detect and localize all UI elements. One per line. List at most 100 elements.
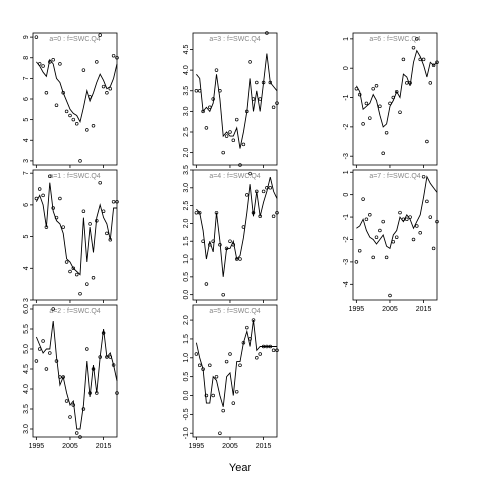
data-point <box>234 389 239 394</box>
y-tick-label: 3.0 <box>183 183 190 193</box>
y-tick-label: 2.5 <box>183 201 190 211</box>
data-point <box>54 215 59 220</box>
fit-line <box>196 176 278 277</box>
data-point <box>261 189 266 194</box>
y-tick-label: 2.5 <box>183 127 190 137</box>
data-point <box>95 218 99 223</box>
data-point <box>115 391 119 395</box>
data-point <box>95 391 99 395</box>
data-point <box>401 57 406 62</box>
panel-6: a=2 : f=SWC.Q4 3.0 3.5 4.0 4.5 5.0 5.5 6.0 1995 2… <box>23 304 119 450</box>
panel-frame <box>32 169 118 301</box>
data-point <box>275 348 279 353</box>
data-point <box>415 37 419 41</box>
data-point <box>361 197 365 201</box>
data-point <box>231 243 236 247</box>
data-point <box>241 142 246 147</box>
data-point <box>374 235 379 239</box>
y-tick-label: -0.5 <box>183 408 190 420</box>
data-point <box>214 68 219 72</box>
data-point <box>98 180 102 185</box>
data-point <box>405 81 409 85</box>
data-point <box>258 352 262 356</box>
panel-4: a=4 : f=SWC.Q4 0.0 0.5 1.0 1.5 2.0 2.5 3.0 3.5 <box>183 165 279 303</box>
fit-line <box>36 58 118 123</box>
y-tick-label: 1.0 <box>183 353 190 363</box>
data-point <box>398 110 402 114</box>
data-point <box>265 344 269 349</box>
data-point <box>251 97 256 101</box>
data-point <box>431 246 436 251</box>
y-tick-label: 4.5 <box>23 364 30 374</box>
data-point <box>421 174 426 179</box>
y-tick-label: 9 <box>23 35 30 39</box>
panel-frame <box>32 32 118 166</box>
data-point <box>255 356 259 360</box>
data-point <box>415 224 419 228</box>
panel-title: a=4 : f=SWC.Q4 <box>209 173 260 180</box>
data-point <box>81 407 86 411</box>
y-tick-label: -1.0 <box>183 427 190 439</box>
panel-0: a=0 : f=SWC.Q4 3 4 5 6 7 8 9 <box>23 32 119 168</box>
panel-frame <box>192 169 278 301</box>
data-point <box>224 246 229 251</box>
data-point <box>34 359 39 363</box>
x-tick-label: 2005 <box>382 306 398 313</box>
y-tick-label: 4 <box>23 266 30 270</box>
data-point <box>194 210 199 215</box>
data-point <box>64 399 69 403</box>
y-tick-label: 4 <box>23 138 30 142</box>
data-point <box>34 35 39 39</box>
data-point <box>51 206 55 210</box>
data-point <box>208 105 212 110</box>
data-point <box>248 60 252 64</box>
y-tick-label: 0.0 <box>183 290 190 300</box>
y-tick-label: 7 <box>23 171 30 175</box>
data-point <box>78 291 82 296</box>
panel-title: a=5 : f=SWC.Q4 <box>209 308 260 315</box>
data-point <box>255 189 259 194</box>
data-point <box>364 217 369 222</box>
y-tick-label: 2.0 <box>183 218 190 228</box>
data-point <box>234 257 239 261</box>
data-point <box>394 89 399 94</box>
data-point <box>371 86 375 91</box>
data-point <box>101 331 106 335</box>
data-point <box>228 130 232 134</box>
data-point <box>425 139 429 144</box>
panel-frame <box>352 169 438 301</box>
panel-2: a=6 : f=SWC.Q4 -3 -2 -1 0 1 <box>343 32 439 168</box>
y-tick-label: 6 <box>23 203 30 207</box>
data-point <box>197 210 202 215</box>
data-point <box>378 228 382 233</box>
data-point <box>261 80 266 85</box>
data-point <box>85 347 89 351</box>
data-point <box>211 97 215 101</box>
data-point <box>371 255 375 260</box>
data-point <box>258 97 262 101</box>
y-tick-label: 1.0 <box>183 254 190 264</box>
data-point <box>245 193 249 197</box>
x-tick-label: 2015 <box>256 443 272 450</box>
data-point <box>105 231 109 236</box>
data-point <box>428 81 433 85</box>
data-point <box>275 210 279 215</box>
data-point <box>91 124 96 128</box>
y-tick-label: 4.0 <box>23 384 30 394</box>
data-point <box>91 367 96 371</box>
y-tick-label: 5 <box>23 118 30 122</box>
data-point <box>208 363 212 368</box>
data-point <box>111 199 116 204</box>
data-point <box>41 339 45 343</box>
y-tick-label: -1 <box>343 94 350 100</box>
y-tick-label: 3.5 <box>183 86 190 96</box>
data-point <box>258 214 262 219</box>
panel-frame <box>352 32 438 166</box>
y-tick-label: 0.5 <box>183 372 190 382</box>
data-point <box>95 60 99 64</box>
data-point <box>364 101 369 106</box>
data-point <box>398 210 402 215</box>
data-point <box>74 122 79 126</box>
data-point <box>388 293 392 298</box>
y-tick-label: 3.5 <box>23 404 30 414</box>
